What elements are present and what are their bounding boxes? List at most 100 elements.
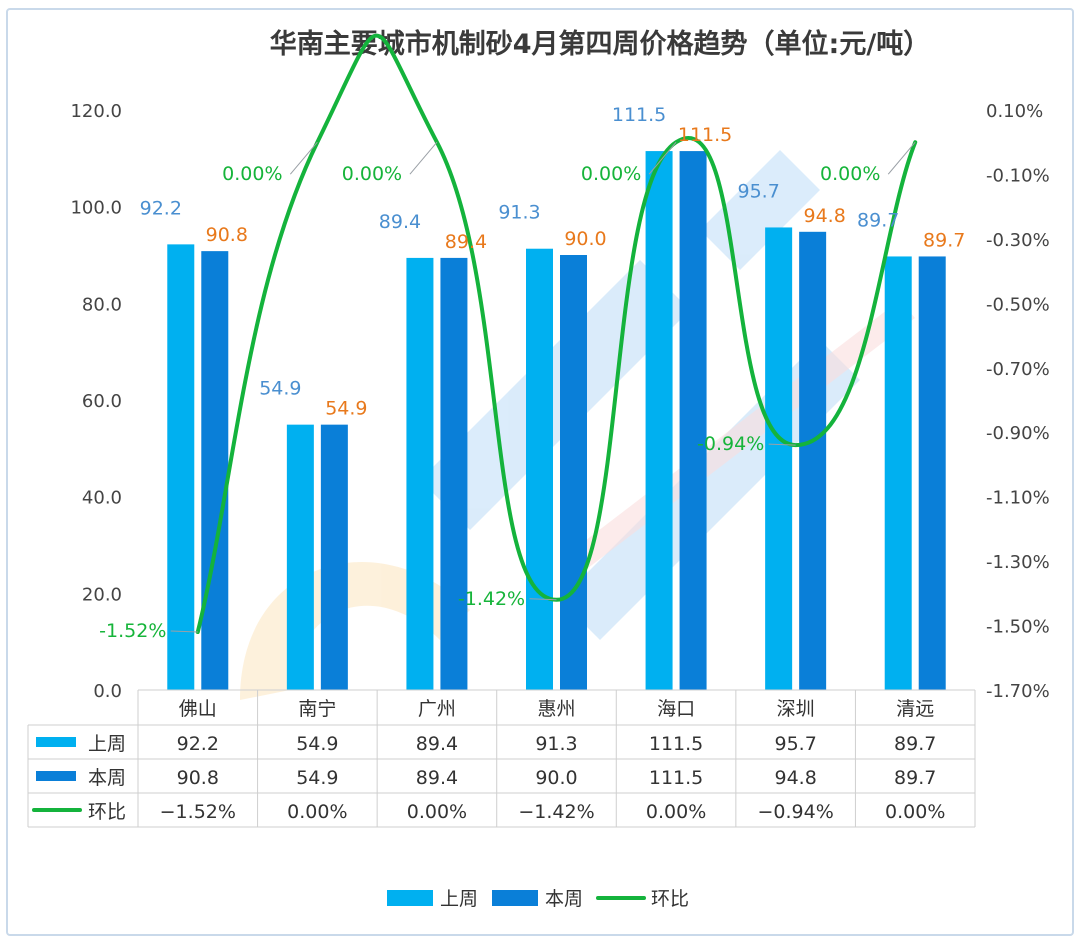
table-cell-this-week: 90.8 [177,767,219,789]
label-change: -0.94% [697,433,764,455]
legend: 上周 本周 环比 [387,888,689,910]
legend-key-this-week [492,890,538,906]
y-axis-left: 0.0 20.0 40.0 60.0 80.0 100.0 120.0 [70,101,122,702]
table-cell-last-week: 89.4 [416,733,458,755]
label-change: -1.52% [99,620,166,642]
y-left-tick-label: 20.0 [82,584,122,605]
table-cell-this-week: 89.4 [416,767,458,789]
bar-this-week [560,255,587,690]
table-cell-last-week: 89.7 [894,733,936,755]
legend-key-last-week [387,890,433,906]
label-last-week: 111.5 [612,104,666,126]
label-last-week: 54.9 [259,378,301,400]
bar-this-week [440,257,468,690]
table-cell-change: −1.52% [160,801,236,823]
label-last-week: 92.2 [140,197,182,219]
y-right-tick-label: -0.30% [986,230,1050,251]
bar-last-week [286,424,314,690]
bar-this-week [201,251,229,690]
x-tick-label: 广州 [418,698,456,720]
x-tick-label: 佛山 [179,698,217,720]
label-last-week: 91.3 [498,202,540,224]
bar-last-week [645,151,673,691]
table-cell-last-week: 92.2 [177,733,219,755]
x-tick-label: 南宁 [298,698,336,720]
label-this-week: 54.9 [325,398,367,420]
change-leader-line [887,141,916,175]
bar-last-week [526,248,553,690]
bar-this-week [679,151,707,691]
legend-label-this-week: 本周 [545,888,583,910]
bar-this-week [918,256,946,690]
x-tick-label: 清远 [896,698,934,720]
y-right-tick-label: -0.50% [986,294,1050,315]
label-change: 0.00% [581,163,641,185]
table-cell-this-week: 94.8 [774,767,816,789]
table-cell-change: 0.00% [646,801,706,823]
change-leader-line [170,630,198,633]
bar-this-week [799,231,827,691]
table-cell-change: −1.42% [518,801,594,823]
change-leader-line [409,141,438,175]
label-change: 0.00% [342,163,402,185]
chart-title: 华南主要城市机制砂4月第四周价格趋势（单位:元/吨） [270,28,930,60]
y-right-tick-label: 0.10% [986,101,1043,122]
bar-last-week [884,256,912,690]
bar-this-week [320,424,348,690]
change-leader-line [289,141,318,175]
legend-label-last-week: 上周 [440,888,478,910]
y-left-tick-label: 0.0 [93,681,122,702]
table-cell-this-week: 111.5 [649,767,703,789]
label-this-week: 90.0 [564,228,606,250]
table-row-label-change: 环比 [88,801,126,823]
y-right-tick-label: -1.70% [986,681,1050,702]
table-cell-this-week: 89.7 [894,767,936,789]
label-this-week: 94.8 [803,205,845,227]
y-right-tick-label: -0.90% [986,423,1050,444]
table-cell-last-week: 54.9 [296,733,338,755]
label-this-week: 89.4 [445,231,487,253]
bar-last-week [406,257,434,690]
y-left-tick-label: 100.0 [70,198,122,219]
y-right-tick-label: -0.70% [986,359,1050,380]
table-cell-last-week: 95.7 [774,733,816,755]
y-left-tick-label: 120.0 [70,101,122,122]
table-cell-last-week: 111.5 [649,733,703,755]
table-key-this-week [36,771,76,781]
label-last-week: 89.7 [857,209,899,231]
bar-last-week [167,244,195,690]
table-cell-last-week: 91.3 [535,733,577,755]
y-right-tick-label: -1.10% [986,488,1050,509]
change-leader-line [529,598,557,601]
table-cell-this-week: 54.9 [296,767,338,789]
label-change: 0.00% [222,163,282,185]
x-tick-label: 惠州 [537,698,575,720]
table-cell-change: 0.00% [287,801,347,823]
change-leader-line [768,443,796,446]
label-last-week: 89.4 [379,211,421,233]
label-change: -1.42% [458,588,525,610]
y-axis-right: 0.10% -0.10% -0.30% -0.50% -0.70% -0.90% -1.10… [986,101,1050,702]
x-tick-label: 海口 [657,698,695,720]
bars [167,151,946,691]
table-cell-change: 0.00% [885,801,945,823]
y-right-tick-label: -1.50% [986,617,1050,638]
table-cell-this-week: 90.0 [535,767,577,789]
y-left-tick-label: 80.0 [82,294,122,315]
table-cell-change: −0.94% [758,801,834,823]
label-this-week: 111.5 [678,124,732,146]
x-tick-label: 深圳 [777,698,815,720]
table-cell-change: 0.00% [407,801,467,823]
table-row-label-last-week: 上周 [88,733,126,755]
bar-last-week [765,227,793,690]
y-right-tick-label: -0.10% [986,165,1050,186]
table-row-label-this-week: 本周 [88,767,126,789]
y-left-tick-label: 60.0 [82,391,122,412]
legend-label-change: 环比 [651,888,689,910]
data-table: 佛山 92.2 90.8 −1.52% 南宁 54.9 54.9 0.00% 广州 89.4 89.… [27,689,976,828]
y-right-tick-label: -1.30% [986,552,1050,573]
y-left-tick-label: 40.0 [82,488,122,509]
change-leader-line [648,141,677,175]
